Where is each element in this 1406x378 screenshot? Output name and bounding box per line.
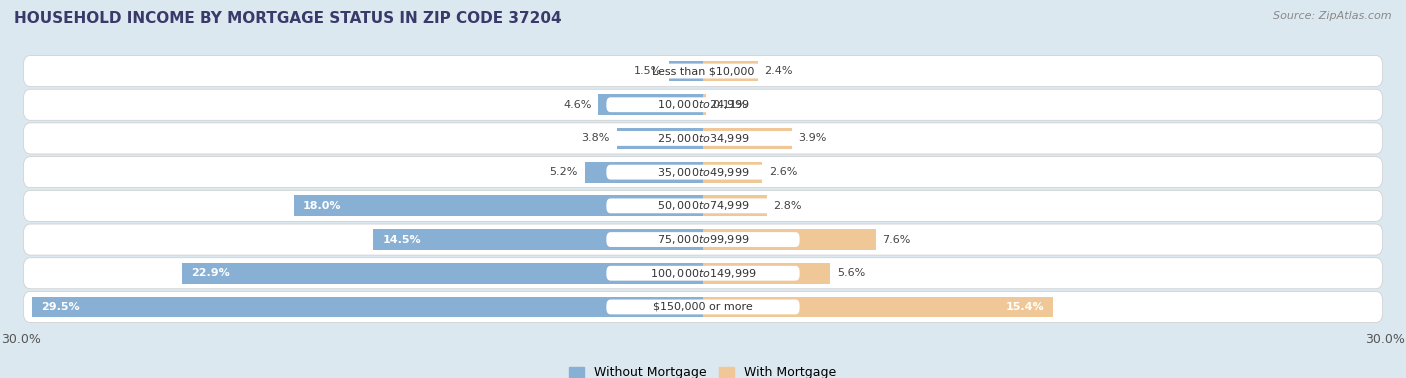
Bar	[599, 94, 703, 115]
Text: $35,000 to $49,999: $35,000 to $49,999	[657, 166, 749, 179]
FancyBboxPatch shape	[606, 232, 800, 247]
Bar	[703, 94, 706, 115]
Bar	[703, 128, 792, 149]
Text: 2.4%: 2.4%	[765, 66, 793, 76]
Bar	[32, 296, 703, 318]
Bar	[703, 296, 1053, 318]
Text: HOUSEHOLD INCOME BY MORTGAGE STATUS IN ZIP CODE 37204: HOUSEHOLD INCOME BY MORTGAGE STATUS IN Z…	[14, 11, 561, 26]
FancyBboxPatch shape	[606, 97, 800, 112]
Bar	[703, 263, 831, 284]
Text: $150,000 or more: $150,000 or more	[654, 302, 752, 312]
Bar	[617, 128, 703, 149]
Text: $50,000 to $74,999: $50,000 to $74,999	[657, 199, 749, 212]
FancyBboxPatch shape	[24, 123, 1382, 154]
Text: 5.6%: 5.6%	[837, 268, 865, 278]
Text: $10,000 to $24,999: $10,000 to $24,999	[657, 98, 749, 111]
Text: 4.6%: 4.6%	[564, 100, 592, 110]
Text: Source: ZipAtlas.com: Source: ZipAtlas.com	[1274, 11, 1392, 21]
FancyBboxPatch shape	[24, 191, 1382, 222]
Bar	[703, 60, 758, 82]
Bar	[703, 195, 766, 216]
Text: 3.9%: 3.9%	[799, 133, 827, 143]
Text: 2.6%: 2.6%	[769, 167, 797, 177]
Text: Less than $10,000: Less than $10,000	[652, 66, 754, 76]
FancyBboxPatch shape	[606, 165, 800, 180]
Text: 29.5%: 29.5%	[42, 302, 80, 312]
FancyBboxPatch shape	[606, 131, 800, 146]
Text: $25,000 to $34,999: $25,000 to $34,999	[657, 132, 749, 145]
FancyBboxPatch shape	[24, 291, 1382, 322]
FancyBboxPatch shape	[24, 156, 1382, 187]
Text: 15.4%: 15.4%	[1005, 302, 1045, 312]
Text: 14.5%: 14.5%	[382, 235, 422, 245]
Bar	[585, 162, 703, 183]
FancyBboxPatch shape	[606, 299, 800, 314]
Text: 5.2%: 5.2%	[550, 167, 578, 177]
Text: $75,000 to $99,999: $75,000 to $99,999	[657, 233, 749, 246]
FancyBboxPatch shape	[606, 266, 800, 281]
Bar	[669, 60, 703, 82]
FancyBboxPatch shape	[24, 89, 1382, 120]
Text: 2.8%: 2.8%	[773, 201, 801, 211]
Bar	[183, 263, 703, 284]
Bar	[703, 162, 762, 183]
Bar	[703, 229, 876, 250]
Legend: Without Mortgage, With Mortgage: Without Mortgage, With Mortgage	[564, 361, 842, 378]
FancyBboxPatch shape	[24, 56, 1382, 87]
FancyBboxPatch shape	[606, 198, 800, 213]
Text: 0.11%: 0.11%	[713, 100, 748, 110]
Bar	[374, 229, 703, 250]
FancyBboxPatch shape	[606, 64, 800, 79]
Text: 1.5%: 1.5%	[634, 66, 662, 76]
Bar	[294, 195, 703, 216]
Text: 18.0%: 18.0%	[302, 201, 342, 211]
Text: 22.9%: 22.9%	[191, 268, 231, 278]
Text: $100,000 to $149,999: $100,000 to $149,999	[650, 267, 756, 280]
FancyBboxPatch shape	[24, 224, 1382, 255]
Text: 7.6%: 7.6%	[883, 235, 911, 245]
Text: 3.8%: 3.8%	[582, 133, 610, 143]
FancyBboxPatch shape	[24, 258, 1382, 289]
